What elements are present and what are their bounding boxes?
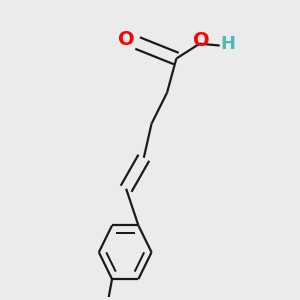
Text: O: O bbox=[193, 31, 209, 50]
Text: O: O bbox=[118, 31, 134, 50]
Text: H: H bbox=[220, 35, 235, 53]
